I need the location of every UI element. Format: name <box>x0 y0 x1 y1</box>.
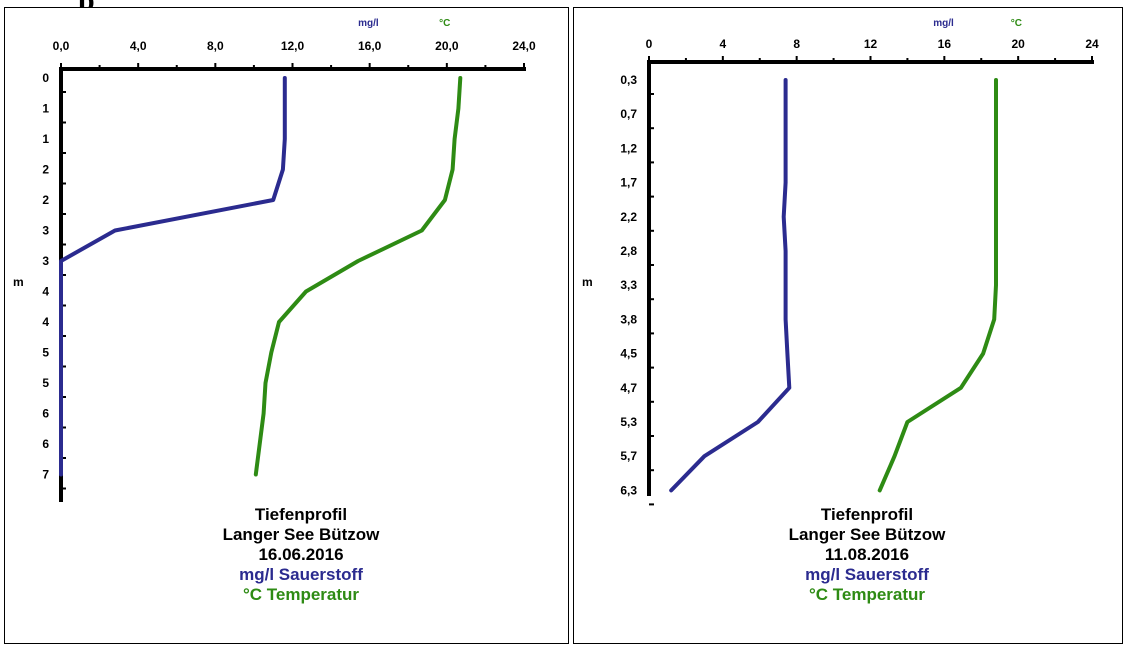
y-tick-label: 4 <box>42 315 49 329</box>
y-tick-label: 1 <box>42 102 49 116</box>
x-tick-label: 8 <box>793 37 800 51</box>
y-tick-label: 6,3 <box>620 483 637 497</box>
x-tick-label: 24 <box>1085 37 1099 51</box>
x-tick-label: 4 <box>719 37 726 51</box>
caption-oxygen-legend: mg/l Sauerstoff <box>805 565 929 584</box>
x-tick-label: 16,0 <box>358 39 382 53</box>
y-tick-label: 5 <box>42 376 49 390</box>
x-tick-label: 0,0 <box>53 39 70 53</box>
depth-profile-chart-2: mg/l °C 0 4 8 12 16 20 24 0,3 0,7 1,2 1,7 2,2 2,8 3,3 3,… <box>582 18 1099 506</box>
x-tick-label: 20 <box>1011 37 1025 51</box>
y-tick-label: 0 <box>42 71 49 85</box>
caption-date: 16.06.2016 <box>258 545 344 564</box>
unit-label-temperature: °C <box>1011 18 1022 29</box>
y-tick-label: 0,7 <box>620 107 637 121</box>
temperature-series-line <box>877 78 998 493</box>
y-tick-label: 2,2 <box>620 210 637 224</box>
y-tick-label: 3,3 <box>620 278 637 292</box>
y-tick-label: 2,8 <box>620 244 637 258</box>
unit-label-oxygen: mg/l <box>358 18 379 29</box>
caption-temperature-legend: °C Temperatur <box>808 585 926 604</box>
y-tick-label: 3 <box>42 254 49 268</box>
y-tick-label: 0,3 <box>620 73 637 87</box>
x-tick-label: 0 <box>646 37 653 51</box>
caption-oxygen-legend: mg/l Sauerstoff <box>239 565 363 584</box>
x-tick-label: 24,0 <box>512 39 536 53</box>
x-tick-label: 12,0 <box>281 39 305 53</box>
y-tick-label: 1,2 <box>620 141 637 155</box>
chart-panel-right: mg/l °C 0 4 8 12 16 20 24 0,3 0,7 1,2 1,7 2,2 2,8 3,3 3,… <box>573 7 1123 644</box>
y-tick-label: 6 <box>42 407 49 421</box>
y-tick-label: 3 <box>42 224 49 238</box>
caption-title: Tiefenprofil <box>820 505 914 524</box>
x-tick-label: 12 <box>864 37 878 51</box>
y-tick-label: 4,7 <box>620 381 637 395</box>
oxygen-series-line <box>59 76 287 477</box>
y-axis-label: m <box>13 275 24 289</box>
y-tick-label: 4 <box>42 285 49 299</box>
caption-date: 11.08.2016 <box>824 545 910 564</box>
caption-title: Tiefenprofil <box>254 505 348 524</box>
y-tick-label: 5 <box>42 346 49 360</box>
unit-label-oxygen: mg/l <box>933 18 954 29</box>
x-tick-label: 4,0 <box>130 39 147 53</box>
y-tick-label: 5,3 <box>620 415 637 429</box>
y-tick-label: 1 <box>42 132 49 146</box>
y-tick-label: 2 <box>42 193 49 207</box>
y-tick-label: 3,8 <box>620 312 637 326</box>
y-tick-label: 6 <box>42 437 49 451</box>
x-tick-label: 8,0 <box>207 39 224 53</box>
caption-lake: Langer See Bützow <box>788 525 946 544</box>
temperature-series-line <box>253 76 463 477</box>
x-tick-label: 16 <box>938 37 952 51</box>
chart-panel-left: mg/l °C 0,0 4,0 8,0 12,0 16,0 20,0 24,0 0 1 1 2 2 3 3 4 4… <box>4 7 569 644</box>
y-tick-label: 4,5 <box>620 347 637 361</box>
unit-label-temperature: °C <box>439 18 450 29</box>
caption-block-2: Tiefenprofil Langer See Bützow 11.08.201… <box>717 505 1017 605</box>
oxygen-series-line <box>669 78 792 493</box>
y-tick-label: 7 <box>42 468 49 482</box>
y-tick-label: 2 <box>42 163 49 177</box>
caption-block-1: Tiefenprofil Langer See Bützow 16.06.201… <box>151 505 451 605</box>
y-tick-label: 1,7 <box>620 176 637 190</box>
depth-profile-chart-1: mg/l °C 0,0 4,0 8,0 12,0 16,0 20,0 24,0 0 1 1 2 2 3 3 4 4… <box>13 18 536 502</box>
x-tick-label: 20,0 <box>435 39 459 53</box>
y-tick-label: 5,7 <box>620 449 637 463</box>
caption-lake: Langer See Bützow <box>222 525 380 544</box>
caption-temperature-legend: °C Temperatur <box>242 585 360 604</box>
y-axis-label: m <box>582 275 593 289</box>
